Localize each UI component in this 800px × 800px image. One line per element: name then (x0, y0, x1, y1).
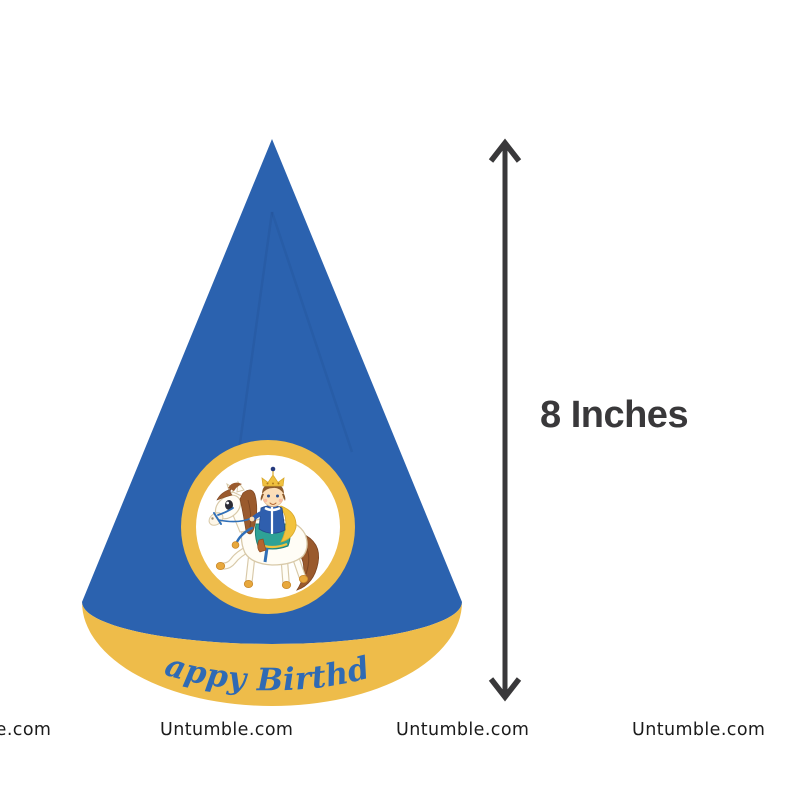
watermark: Untumble.com (632, 720, 766, 740)
party-hat: Happy Birthday (0, 0, 462, 706)
hat-brim-band (82, 602, 462, 706)
watermark: Untumble.com (396, 720, 530, 740)
prince-riding-horse-icon (208, 466, 320, 591)
arrow-head-down-icon (488, 677, 522, 702)
watermark: Untumble.com (160, 720, 294, 740)
watermark: Untumble.com (0, 720, 52, 740)
hat-fold-line-right (270, 211, 354, 453)
measurement-label: 8 Inches (540, 394, 689, 436)
height-arrow (488, 138, 522, 702)
arrow-head-up-icon (488, 138, 522, 163)
hat-cone (82, 139, 462, 644)
